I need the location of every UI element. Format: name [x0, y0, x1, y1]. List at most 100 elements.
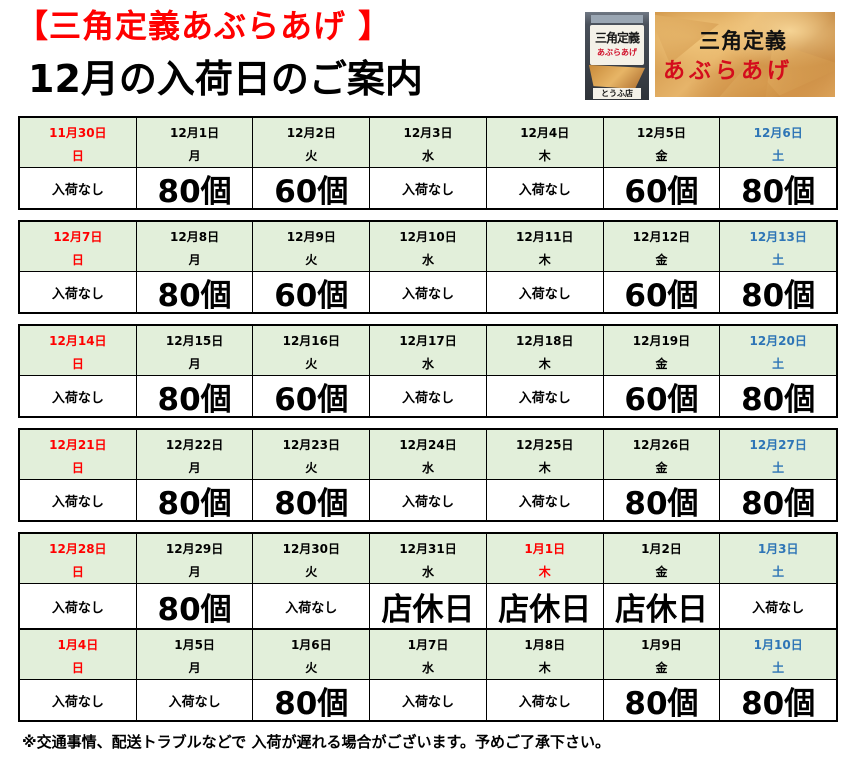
value-row: 入荷なし 80個 60個 入荷なし 入荷なし 60個 80個: [20, 272, 836, 312]
weekday-label: 火: [253, 144, 371, 167]
date-label: 12月28日: [20, 534, 137, 560]
date-label: 1月3日: [757, 541, 799, 556]
delivery-status: 80個: [604, 480, 721, 520]
package-top-band: [591, 15, 643, 23]
delivery-calendar: 11月30日 12月1日 12月2日 12月3日 12月4日 12月5日 12月6日日月火水…: [18, 116, 838, 732]
weekday-label: 金: [604, 456, 721, 479]
weekday-row: 日月火水木金 土: [20, 144, 836, 168]
date-label: 12月19日: [604, 326, 721, 352]
date-label: 12月2日: [253, 118, 371, 144]
week-block: 1月4日 1月5日 1月6日 1月7日 1月8日 1月9日 1月10日日月火水木金 土入荷なし…: [18, 630, 838, 722]
date-label: 12月7日: [20, 222, 137, 248]
weekday-label: 木: [487, 560, 604, 583]
date-row: 12月7日 12月8日 12月9日 12月10日 12月11日 12月12日 12月13日: [20, 222, 836, 248]
date-label: 12月6日: [753, 125, 803, 140]
date-label: 12月25日: [487, 430, 604, 456]
delivery-status: 60個: [604, 376, 721, 416]
delivery-status: 入荷なし: [370, 168, 487, 208]
weekday-label: 月: [137, 352, 254, 375]
delivery-status: 入荷なし: [20, 168, 137, 208]
weekday-label: 日: [20, 456, 137, 479]
delivery-status: 入荷なし: [370, 272, 487, 312]
weekday-label: 日: [20, 656, 137, 679]
weekday-row: 日月火水木金 土: [20, 560, 836, 584]
weekday-label: 日: [20, 352, 137, 375]
date-label: 12月26日: [604, 430, 721, 456]
weekday-label: 日: [20, 248, 137, 271]
date-label: 12月24日: [370, 430, 487, 456]
date-label: 12月29日: [137, 534, 254, 560]
date-row: 12月28日 12月29日 12月30日 12月31日 1月1日 1月2日 1月3日: [20, 534, 836, 560]
delivery-status: 80個: [253, 680, 371, 720]
weekday-label: 土: [772, 661, 785, 675]
date-label: 12月5日: [604, 118, 721, 144]
delivery-status: 80個: [741, 381, 816, 417]
value-row: 入荷なし 80個 60個 入荷なし 入荷なし 60個 80個: [20, 376, 836, 416]
weekday-label: 火: [253, 656, 371, 679]
date-label: 12月23日: [253, 430, 371, 456]
weekday-label: 土: [772, 253, 785, 267]
delivery-status: 入荷なし: [137, 680, 254, 720]
weekday-label: 水: [370, 560, 487, 583]
photo-brand-lettering: 三角定義: [699, 28, 787, 53]
weekday-label: 水: [370, 456, 487, 479]
delivery-status: 60個: [253, 272, 371, 312]
date-label: 12月20日: [749, 333, 807, 348]
date-label: 1月8日: [487, 630, 604, 656]
delivery-status: 店休日: [604, 584, 721, 628]
footnote: ※交通事情、配送トラブルなどで 入荷が遅れる場合がございます。予めご了承下さい。: [22, 733, 611, 751]
weekday-label: 日: [20, 144, 137, 167]
weekday-label: 木: [487, 144, 604, 167]
date-row: 1月4日 1月5日 1月6日 1月7日 1月8日 1月9日 1月10日: [20, 630, 836, 656]
date-label: 12月21日: [20, 430, 137, 456]
weekday-label: 月: [137, 248, 254, 271]
package-shop-lettering: とうふ店: [593, 88, 641, 99]
date-label: 1月2日: [604, 534, 721, 560]
date-label: 12月4日: [487, 118, 604, 144]
delivery-status: 入荷なし: [487, 272, 604, 312]
delivery-status: 入荷なし: [487, 168, 604, 208]
date-label: 12月10日: [370, 222, 487, 248]
package-label: 三角定義 あぶらあげ: [590, 25, 644, 65]
weekday-label: 水: [370, 144, 487, 167]
date-label: 1月10日: [753, 637, 803, 652]
delivery-status: 80個: [741, 485, 816, 521]
weekday-label: 木: [487, 656, 604, 679]
date-label: 12月11日: [487, 222, 604, 248]
weekday-label: 金: [604, 144, 721, 167]
weekday-label: 火: [253, 248, 371, 271]
date-label: 12月1日: [137, 118, 254, 144]
package-tofu-shape: [589, 65, 645, 89]
delivery-status: 入荷なし: [752, 600, 805, 616]
package-brand-lettering: 三角定義: [594, 31, 640, 45]
delivery-status: 入荷なし: [370, 376, 487, 416]
weekday-label: 金: [604, 352, 721, 375]
value-row: 入荷なし 80個 60個 入荷なし 入荷なし 60個 80個: [20, 168, 836, 208]
delivery-status: 60個: [253, 168, 371, 208]
date-label: 1月6日: [253, 630, 371, 656]
delivery-status: 80個: [137, 272, 254, 312]
photo-product-lettering: あぶらあげ: [663, 59, 794, 84]
delivery-status: 入荷なし: [20, 480, 137, 520]
weekday-label: 金: [604, 560, 721, 583]
weekday-label: 木: [487, 248, 604, 271]
date-label: 12月12日: [604, 222, 721, 248]
weekday-label: 火: [253, 456, 371, 479]
weekday-label: 月: [137, 560, 254, 583]
week-block: 12月7日 12月8日 12月9日 12月10日 12月11日 12月12日 12月13日日…: [18, 220, 838, 314]
week-block: 12月21日 12月22日 12月23日 12月24日 12月25日 12月26日 12月2…: [18, 428, 838, 522]
weekday-label: 火: [253, 560, 371, 583]
date-label: 11月30日: [20, 118, 137, 144]
delivery-status: 入荷なし: [487, 480, 604, 520]
date-label: 12月15日: [137, 326, 254, 352]
delivery-status: 80個: [604, 680, 721, 720]
date-label: 12月9日: [253, 222, 371, 248]
delivery-status: 店休日: [370, 584, 487, 628]
weekday-label: 金: [604, 656, 721, 679]
date-label: 12月3日: [370, 118, 487, 144]
delivery-status: 入荷なし: [487, 376, 604, 416]
date-label: 12月30日: [253, 534, 371, 560]
delivery-status: 80個: [137, 168, 254, 208]
weekday-row: 日月火水木金 土: [20, 248, 836, 272]
date-label: 1月7日: [370, 630, 487, 656]
